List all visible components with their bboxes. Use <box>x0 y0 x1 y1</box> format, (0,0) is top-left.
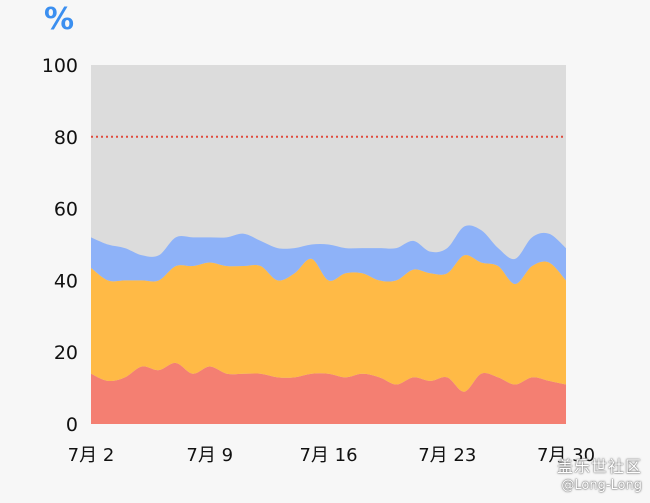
y-tick-60: 60 <box>54 199 78 221</box>
y-tick-40: 40 <box>54 270 78 292</box>
y-tick-labels: 0 20 40 60 80 100 <box>42 55 78 436</box>
y-unit-label: % <box>44 2 75 37</box>
series-area-2 <box>91 254 566 392</box>
x-tick-2: 7月 9 <box>186 445 233 466</box>
series-area-3 <box>91 225 566 284</box>
watermark-logo-text: 盖乐世社区 <box>556 457 642 476</box>
y-tick-20: 20 <box>54 342 78 364</box>
series-areas <box>91 225 566 424</box>
x-tick-labels: 7月 2 7月 9 7月 16 7月 23 7月 30 <box>68 445 595 466</box>
y-tick-80: 80 <box>54 127 78 149</box>
x-tick-5: 7月 30 <box>537 445 595 466</box>
y-tick-100: 100 <box>42 55 78 77</box>
series-area-1 <box>91 362 566 424</box>
x-tick-1: 7月 2 <box>68 445 115 466</box>
watermark-handle: @Long-Long <box>561 478 642 493</box>
y-tick-0: 0 <box>66 414 78 436</box>
x-tick-4: 7月 23 <box>418 445 476 466</box>
x-tick-3: 7月 16 <box>299 445 357 466</box>
watermark: 盖乐世社区 @Long-Long <box>557 457 642 495</box>
